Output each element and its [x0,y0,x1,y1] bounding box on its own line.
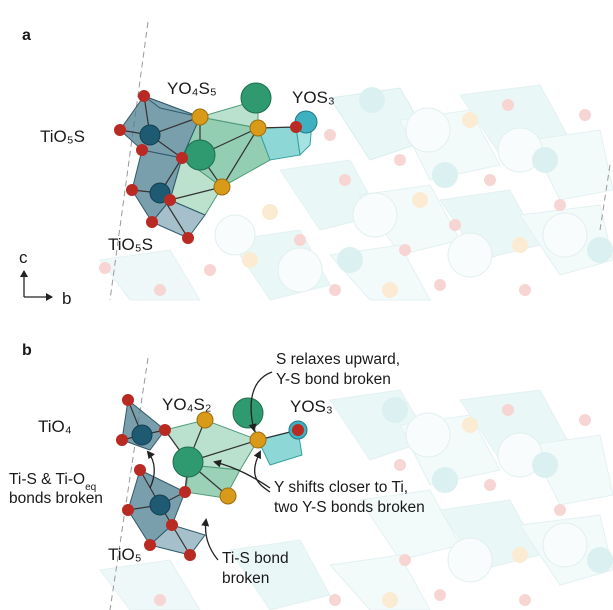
o-atom [116,434,128,446]
o-atom [292,424,304,436]
label-tio4: TiO₄ [38,417,72,436]
o-atom [122,504,134,516]
panel-b: b [9,342,613,610]
arrow-y-shifts-a [213,459,271,489]
o-atom [138,90,150,102]
o-atom [134,464,146,476]
s-atom [196,411,214,429]
o-atom [164,194,176,206]
label-yo4s2: YO₄S₂ [162,395,211,414]
panel-a-cell-boundary-right [599,164,611,231]
s-atom [213,178,231,196]
panel-a-background-lattice [99,84,613,301]
o-atom [176,152,188,164]
label-yos3: YOS₃ [292,88,335,107]
s-atom [249,119,267,137]
y-atom [232,397,264,429]
panel-b-atoms [116,394,308,561]
panel-a-cell-boundary-left [109,21,149,301]
annotation-y-shifts-line1: Y shifts closer to Ti, [274,479,408,496]
o-atom [136,144,148,156]
annotation-ti-s-bond-line2: broken [222,570,269,587]
y-atom [172,446,204,478]
label-tio5: TiO₅ [108,545,142,564]
panel-b-letter: b [22,342,32,359]
panel-b-background-lattice [99,389,613,610]
label-tio5s-bottom: TiO₅S [108,235,153,254]
ti-atom [131,424,153,446]
annotation-ti-s-bond-line1: Ti-S bond [222,550,289,567]
annotation-y-shifts-line2: two Y-S bonds broken [274,499,425,516]
panel-b-cell-boundary-left [109,357,149,610]
annotation-ti-s-line1: Ti-S & Ti-Oeq [9,471,96,493]
axis-label-b: b [62,289,71,308]
o-atom [144,539,156,551]
y-atom [184,139,216,171]
label-yos3-b: YOS₃ [290,397,333,416]
panel-a-letter: a [22,27,31,44]
annotation-s-relaxes-line1: S relaxes upward, [276,351,400,368]
annotation-s-relaxes-line2: Y-S bond broken [276,371,391,388]
arrow-y-shifts-b [253,450,271,493]
o-atom [114,124,126,136]
panel-a-atoms [114,82,318,244]
panel-a: a [19,21,613,308]
arrow-ti-s-broken [146,450,155,489]
o-atom [126,184,138,196]
label-yo4s5: YO₄S₅ [167,79,217,98]
s-atom [249,431,267,449]
ti-atom [139,124,161,146]
o-atom [166,519,178,531]
panel-a-ti-polyhedra [119,95,206,239]
o-atom [184,549,196,561]
y-atom [240,82,272,114]
arrow-s-relaxes [248,371,273,432]
s-atom [219,487,237,505]
o-atom [290,121,302,133]
axes-indicator: c b [19,248,71,308]
annotation-ti-s-line2: bonds broken [9,490,103,507]
o-atom [182,232,194,244]
label-tio5s-top: TiO₅S [40,127,85,146]
ti-atom [149,494,171,516]
arrow-ti-s-bond [201,518,219,561]
s-atom [191,108,209,126]
o-atom [179,486,191,498]
o-atom [146,216,158,228]
o-atom [122,394,134,406]
axis-label-c: c [19,248,28,267]
o-atom [159,424,171,436]
